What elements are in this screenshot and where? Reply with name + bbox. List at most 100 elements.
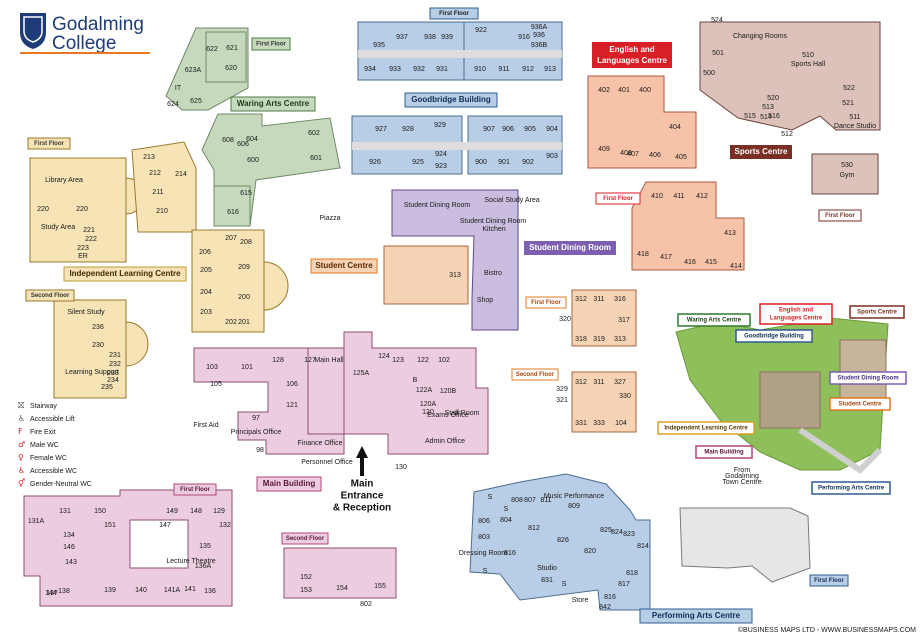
title-dining[interactable]: Student Dining Room (524, 241, 616, 255)
svg-text:Performing Arts Centre: Performing Arts Centre (652, 611, 741, 620)
inset-badge-waring[interactable]: Waring Arts Centre (677, 313, 751, 327)
room-label: 601 (310, 155, 322, 162)
room-label: 311 (593, 379, 604, 386)
room-label: 416 (684, 259, 696, 266)
room-label: Music Performance (544, 493, 604, 500)
room-label: 143 (65, 559, 77, 566)
room-label: Social Study Area (484, 197, 539, 204)
inset-badge-student-centre[interactable]: Student Centre (829, 397, 891, 411)
inset-badge-goodbridge[interactable]: Goodbridge Building (735, 329, 813, 343)
room-label: Personnel Office (301, 459, 353, 466)
svg-text:English and: English and (609, 45, 654, 54)
room-label: 207 (225, 235, 237, 242)
room-label: 913 (544, 66, 556, 73)
svg-text:First Floor: First Floor (825, 213, 855, 219)
room-label: 98 (256, 447, 264, 454)
room-label: 524 (711, 17, 723, 24)
room-label: 929 (434, 122, 446, 129)
room-label: 510 (802, 52, 814, 59)
room-label: 130 (395, 464, 407, 471)
title-sports[interactable]: Sports Centre (730, 145, 792, 159)
room-label: 152 (300, 574, 312, 581)
inset-badge-english[interactable]: English and Languages Centre (759, 303, 833, 325)
room-label: 209 (238, 264, 250, 271)
room-label: 808 (511, 497, 523, 504)
floor-badge-english-first: First Floor (595, 192, 641, 205)
legend-label: Male WC (30, 442, 59, 449)
fire-exit-icon: F (18, 427, 23, 436)
title-ilc[interactable]: Independent Learning Centre (63, 266, 187, 282)
room-label: Silent Study (67, 309, 105, 316)
room-label: 936A (531, 24, 548, 31)
room-label: 511 (849, 114, 860, 121)
room-label: 155 (374, 583, 386, 590)
gender-neutral-wc-icon: ⚥ (18, 478, 26, 488)
room-label: Lecture Theatre (166, 558, 215, 565)
room-label: ER (78, 253, 88, 260)
room-label: Shop (477, 297, 493, 304)
room-label: 223 (77, 245, 89, 252)
room-label: 313 (449, 272, 461, 279)
main-entrance[interactable]: Main Entrance & Reception (333, 446, 391, 514)
room-label: 520 (767, 95, 779, 102)
title-student-centre[interactable]: Student Centre (310, 258, 378, 274)
room-label: 149 (166, 508, 178, 515)
room-label: 200 (238, 294, 250, 301)
floor-badge-300-second: Second Floor (511, 368, 559, 381)
room-label: 312 (575, 379, 587, 386)
floor-badge-waring-first: First Floor (251, 37, 291, 51)
floor-badge-main-second: Second Floor (281, 532, 329, 545)
room-label: 936 (533, 32, 545, 39)
room-label: 522 (843, 85, 855, 92)
svg-text:Second Floor: Second Floor (31, 293, 70, 299)
svg-text:First Floor: First Floor (531, 300, 561, 306)
inset-badge-ilc[interactable]: Independent Learning Centre (657, 421, 755, 435)
room-label: 125A (353, 370, 370, 377)
accessible-lift-icon: ♿ (18, 414, 25, 423)
room-label: 127 (304, 357, 316, 364)
svg-text:First Floor: First Floor (256, 42, 286, 48)
room-label: 120 (422, 409, 434, 416)
inset-badge-main[interactable]: Main Building (695, 445, 753, 459)
room-label: 136A (195, 563, 212, 570)
room-label: 146 (63, 544, 75, 551)
room-label: 408 (620, 150, 632, 157)
room-label: 318 (575, 336, 587, 343)
room-label: 812 (528, 525, 540, 532)
room-label: 134 (63, 532, 75, 539)
room-label: 327 (614, 379, 626, 386)
title-performing[interactable]: Performing Arts Centre (639, 608, 753, 624)
title-waring[interactable]: Waring Arts Centre (230, 96, 316, 112)
room-label: 139 (104, 587, 116, 594)
inset-badge-performing[interactable]: Performing Arts Centre (811, 481, 891, 495)
room-label: 418 (637, 251, 649, 258)
room-label: 925 (412, 159, 424, 166)
student-centre (383, 245, 469, 305)
logo-underline (20, 52, 150, 54)
inset-badge-dining[interactable]: Student Dining Room (829, 371, 907, 385)
room-label: 500 (703, 70, 715, 77)
room-label: 831 (541, 577, 553, 584)
inset-badge-sports[interactable]: Sports Centre (849, 305, 905, 319)
title-main[interactable]: Main Building (256, 476, 322, 492)
room-label: 232 (109, 361, 121, 368)
room-label: 102 (438, 357, 450, 364)
room-label: 924 (435, 151, 447, 158)
room-label: First Aid (193, 422, 218, 429)
room-label: S (562, 581, 567, 588)
room-label: 824 (611, 529, 623, 536)
room-label: 331 (575, 420, 587, 427)
room-label: Finance Office (297, 440, 342, 447)
room-label: 922 (475, 27, 487, 34)
title-goodbridge[interactable]: Goodbridge Building (404, 92, 498, 108)
title-english[interactable]: English and Languages Centre English and… (0, 0, 672, 68)
room-label: 530 (841, 162, 853, 169)
legend-label: Gender-Neutral WC (30, 481, 92, 488)
svg-text:Second Floor: Second Floor (286, 536, 325, 542)
room-label: S (504, 506, 509, 513)
room-label: 410 (651, 193, 663, 200)
room-label: 600 (247, 157, 259, 164)
room-label: 814 (637, 543, 649, 550)
room-label: 905 (524, 126, 536, 133)
room-label: 608 (222, 137, 234, 144)
